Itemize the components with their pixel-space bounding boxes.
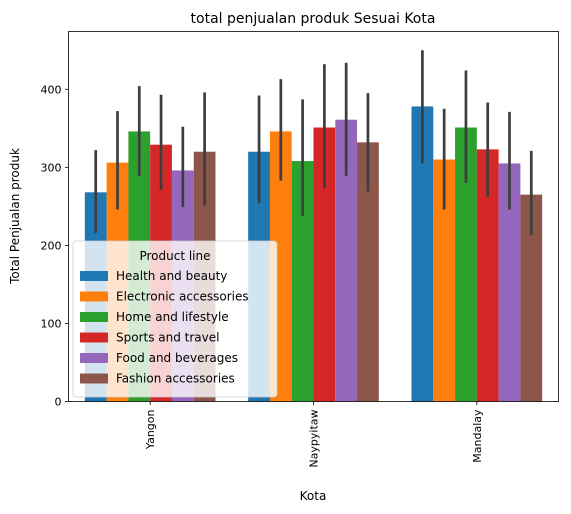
x-tick-label: Mandalay	[471, 409, 484, 463]
legend-label: Home and lifestyle	[116, 310, 229, 324]
y-tick-label: 300	[41, 161, 62, 174]
bar	[357, 142, 379, 402]
bar	[335, 119, 358, 402]
legend-swatch	[80, 312, 108, 322]
legend-swatch	[80, 291, 108, 302]
y-tick-label: 100	[41, 317, 62, 330]
legend: Product line Health and beauty Electronic …	[72, 240, 278, 398]
x-axis-label: Kota	[300, 489, 327, 503]
legend-label: Electronic accessories	[116, 290, 249, 304]
bar	[313, 127, 336, 402]
y-tick-label: 0	[55, 396, 62, 409]
bar	[498, 163, 521, 402]
y-axis: 0 100 200 300 400	[41, 83, 69, 409]
legend-label: Health and beauty	[116, 269, 227, 283]
bar	[433, 159, 456, 402]
y-tick-label: 200	[41, 239, 62, 252]
legend-swatch	[80, 271, 108, 281]
bar	[520, 194, 543, 402]
legend-swatch	[80, 373, 108, 384]
y-axis-label: Total Penjualan produk	[8, 148, 22, 285]
bar	[476, 149, 499, 402]
legend-label: Sports and travel	[116, 331, 219, 345]
bar	[291, 161, 314, 402]
legend-label: Food and beverages	[116, 351, 238, 365]
y-tick-label: 400	[41, 83, 62, 96]
legend-box	[72, 240, 278, 398]
x-tick-label: Naypyitaw	[308, 409, 321, 467]
bar	[411, 106, 434, 402]
x-tick-label: Yangon	[144, 409, 157, 450]
bar	[455, 127, 477, 402]
legend-swatch	[80, 353, 108, 363]
legend-swatch	[80, 332, 108, 343]
x-axis: Yangon Naypyitaw Mandalay	[144, 401, 484, 468]
error-bars-layer	[94, 50, 533, 236]
legend-title: Product line	[139, 249, 210, 263]
chart-title: total penjualan produk Sesuai Kota	[191, 11, 436, 27]
legend-label: Fashion accessories	[116, 372, 235, 386]
